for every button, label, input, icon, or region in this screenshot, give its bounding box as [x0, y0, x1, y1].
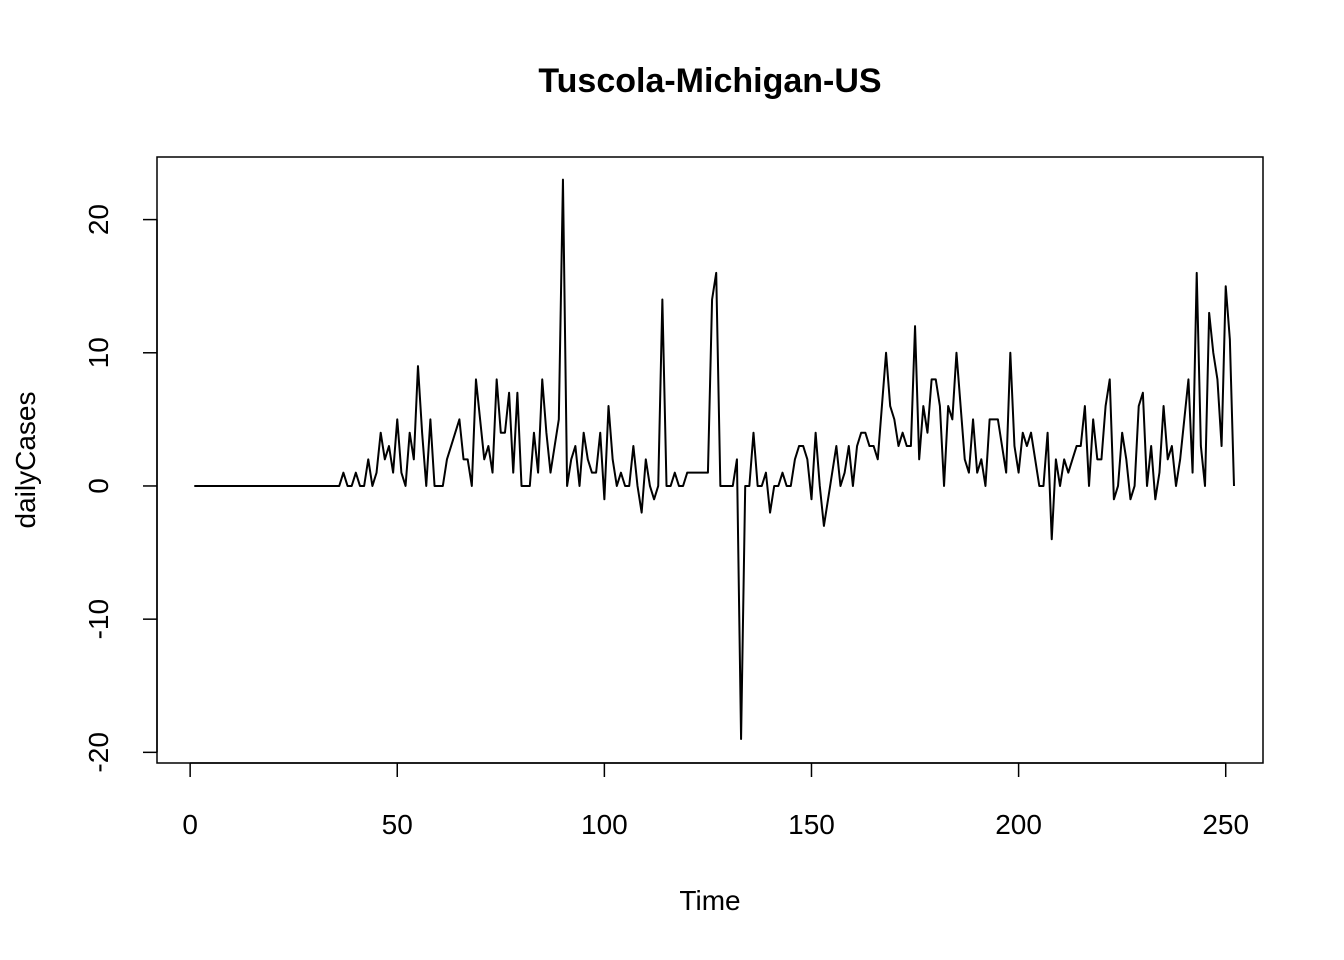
y-tick-label: 0 [83, 478, 114, 494]
y-tick-label: 10 [83, 337, 114, 368]
y-tick-label: 20 [83, 204, 114, 235]
x-tick-label: 0 [182, 809, 198, 840]
y-axis-label: dailyCases [10, 392, 41, 529]
x-tick-label: 250 [1202, 809, 1249, 840]
x-axis: 0 50 100 150 200 250 [182, 762, 1249, 840]
x-tick-label: 100 [581, 809, 628, 840]
x-tick-label: 150 [788, 809, 835, 840]
x-axis-label: Time [679, 885, 740, 916]
y-tick-label: -20 [83, 732, 114, 772]
x-tick-label: 200 [995, 809, 1042, 840]
daily-cases-series-line [194, 178, 1235, 741]
y-axis: -20 -10 0 10 20 [83, 204, 158, 773]
x-tick-label: 50 [382, 809, 413, 840]
chart-title: Tuscola-Michigan-US [538, 62, 881, 100]
y-tick-label: -10 [83, 599, 114, 639]
